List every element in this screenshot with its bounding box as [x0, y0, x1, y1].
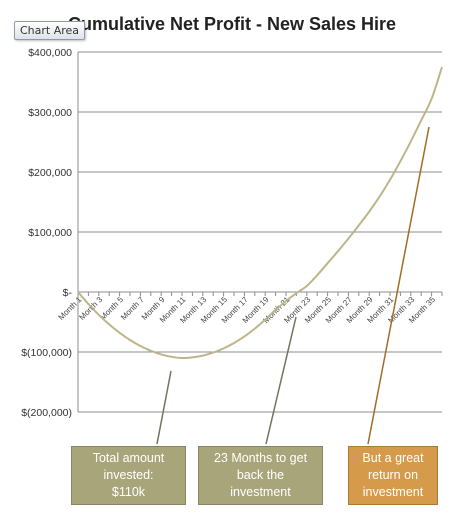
callout-return-text: But a great return on investment	[362, 451, 424, 499]
y-tick-label: $-	[63, 287, 73, 299]
chart-title: Cumulative Net Profit - New Sales Hire	[68, 14, 396, 34]
chart-area-tooltip: Chart Area	[14, 21, 86, 40]
leader-line-2	[265, 316, 297, 445]
y-tick-label: $100,000	[28, 227, 72, 239]
y-tick-label: $200,000	[28, 167, 72, 179]
series-line	[77, 66, 443, 360]
callout-payback: 23 Months to get back the investment	[198, 446, 323, 505]
y-tick-label: $(100,000)	[21, 347, 72, 359]
y-tick-label: $400,000	[28, 47, 72, 59]
leader-line-3	[367, 126, 430, 445]
y-tick-label: $300,000	[28, 107, 72, 119]
y-tick-label: $(200,000)	[21, 407, 72, 419]
callout-payback-text: 23 Months to get back the investment	[213, 451, 308, 499]
callout-invested-text: Total amount invested: $110k	[92, 451, 165, 499]
callout-invested: Total amount invested: $110k	[71, 446, 186, 505]
leader-line-1	[156, 370, 172, 445]
callout-return: But a great return on investment	[348, 446, 438, 505]
